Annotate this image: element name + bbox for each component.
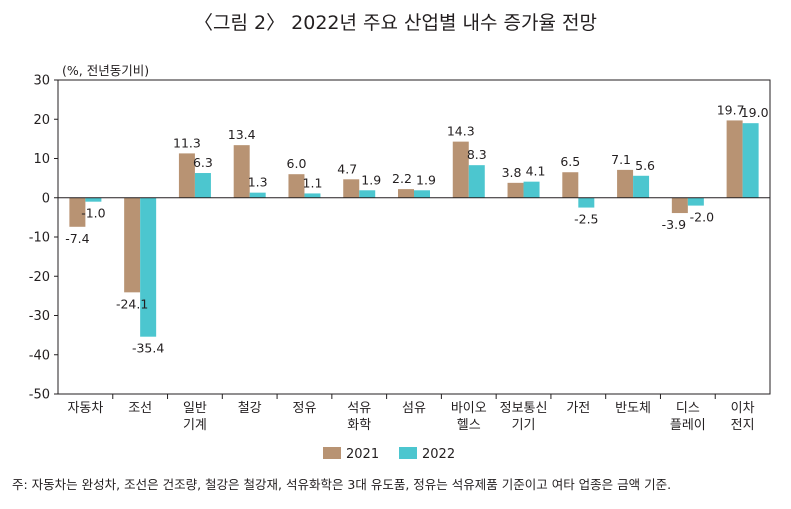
bar-2022-조선	[140, 197, 157, 337]
category-label: 바이오	[451, 401, 487, 416]
data-label-2022: 1.1	[303, 175, 323, 190]
category-label: 조선	[128, 401, 152, 416]
data-label-2022: 5.6	[635, 158, 655, 173]
category-label: 일반	[183, 401, 207, 416]
bar-2021-석유화학	[343, 179, 360, 198]
bar-2021-정보통신기기	[507, 182, 524, 198]
bar-2022-바이오헬스	[468, 165, 485, 198]
data-label-2022: 1.9	[361, 172, 381, 187]
data-label-2022: -2.0	[690, 210, 714, 225]
legend-label-2021: 2021	[346, 447, 379, 462]
category-label: 플레이	[670, 418, 706, 433]
data-label-2021: 19.7	[717, 102, 745, 117]
data-label-2022: 6.3	[193, 155, 213, 170]
category-label: 기계	[183, 418, 207, 433]
bar-2021-정유	[288, 174, 305, 198]
category-label: 화학	[347, 418, 371, 433]
y-tick-label: 20	[33, 113, 50, 128]
data-label-2021: 4.7	[337, 161, 357, 176]
legend-swatch-2022	[399, 447, 417, 459]
data-label-2021: -3.9	[662, 217, 686, 232]
chart-title: 〈그림 2〉 2022년 주요 산업별 내수 증가율 전망	[194, 12, 597, 34]
data-label-2021: 6.0	[287, 156, 307, 171]
data-label-2022: 4.1	[526, 164, 546, 179]
bar-2022-정보통신기기	[523, 181, 540, 198]
data-label-2022: 1.9	[416, 172, 436, 187]
data-label-2022: -35.4	[132, 341, 164, 356]
category-label: 헬스	[457, 418, 481, 433]
data-label-2022: 8.3	[467, 147, 487, 162]
bar-2022-일반기계	[194, 173, 211, 198]
data-label-2021: 6.5	[560, 154, 580, 169]
category-label: 가전	[566, 401, 590, 416]
footnote: 주: 자동차는 완성차, 조선은 건조량, 철강은 철강재, 석유화학은 3대 …	[12, 477, 672, 492]
bar-2022-석유화학	[359, 190, 376, 198]
data-label-2021: -7.4	[65, 231, 89, 246]
data-label-2021: 2.2	[392, 171, 412, 186]
category-label: 반도체	[615, 401, 651, 416]
legend-label-2022: 2022	[422, 447, 455, 462]
bar-2022-이차전지	[742, 123, 759, 198]
bar-2021-바이오헬스	[452, 141, 469, 198]
bar-2021-섬유	[398, 189, 414, 198]
y-tick-label: -20	[29, 270, 50, 285]
data-label-2022: 19.0	[741, 105, 769, 120]
legend-swatch-2021	[323, 447, 341, 459]
y-tick-label: 0	[42, 191, 50, 206]
category-label: 석유	[347, 401, 371, 416]
bar-2021-자동차	[69, 197, 86, 227]
y-tick-label: 30	[33, 74, 50, 89]
data-label-2022: -2.5	[574, 212, 598, 227]
y-tick-label: 10	[33, 152, 50, 167]
category-label: 디스	[676, 401, 700, 416]
category-label: 자동차	[67, 401, 103, 416]
category-label: 철강	[238, 401, 262, 416]
category-label: 정보통신	[500, 401, 548, 416]
data-label-2021: -24.1	[116, 296, 148, 311]
data-label-2022: -1.0	[81, 206, 105, 221]
bar-2022-섬유	[414, 190, 430, 198]
category-label: 정유	[293, 401, 317, 416]
data-label-2021: 7.1	[611, 152, 631, 167]
category-label: 이차	[731, 401, 755, 416]
data-label-2021: 11.3	[173, 135, 201, 150]
y-tick-label: -50	[29, 388, 50, 403]
y-tick-label: -10	[29, 231, 50, 246]
category-label: 섬유	[402, 401, 426, 416]
bar-2021-철강	[233, 145, 250, 198]
category-label: 기기	[512, 418, 536, 433]
bar-2022-반도체	[633, 175, 650, 198]
plot-frame	[57, 79, 771, 395]
category-label: 전지	[731, 418, 755, 433]
bar-2021-일반기계	[178, 153, 195, 198]
bar-2022-가전	[578, 197, 595, 208]
data-label-2021: 3.8	[502, 165, 522, 180]
bar-2021-가전	[562, 172, 579, 198]
bar-2022-철강	[249, 192, 266, 198]
bar-2022-자동차	[85, 197, 102, 202]
bar-2021-디스플레이	[671, 197, 688, 214]
y-tick-label: -30	[29, 309, 50, 324]
bar-2021-조선	[124, 197, 141, 293]
bar-2021-이차전지	[726, 120, 743, 198]
bar-2021-반도체	[617, 169, 634, 198]
data-label-2021: 14.3	[447, 124, 475, 139]
bar-2022-정유	[304, 193, 321, 198]
data-label-2022: 1.3	[248, 175, 268, 190]
y-axis-unit-label: (%, 전년동기비)	[62, 63, 150, 78]
bar-2022-디스플레이	[687, 197, 704, 206]
y-tick-label: -40	[29, 348, 50, 363]
data-label-2021: 13.4	[228, 127, 256, 142]
